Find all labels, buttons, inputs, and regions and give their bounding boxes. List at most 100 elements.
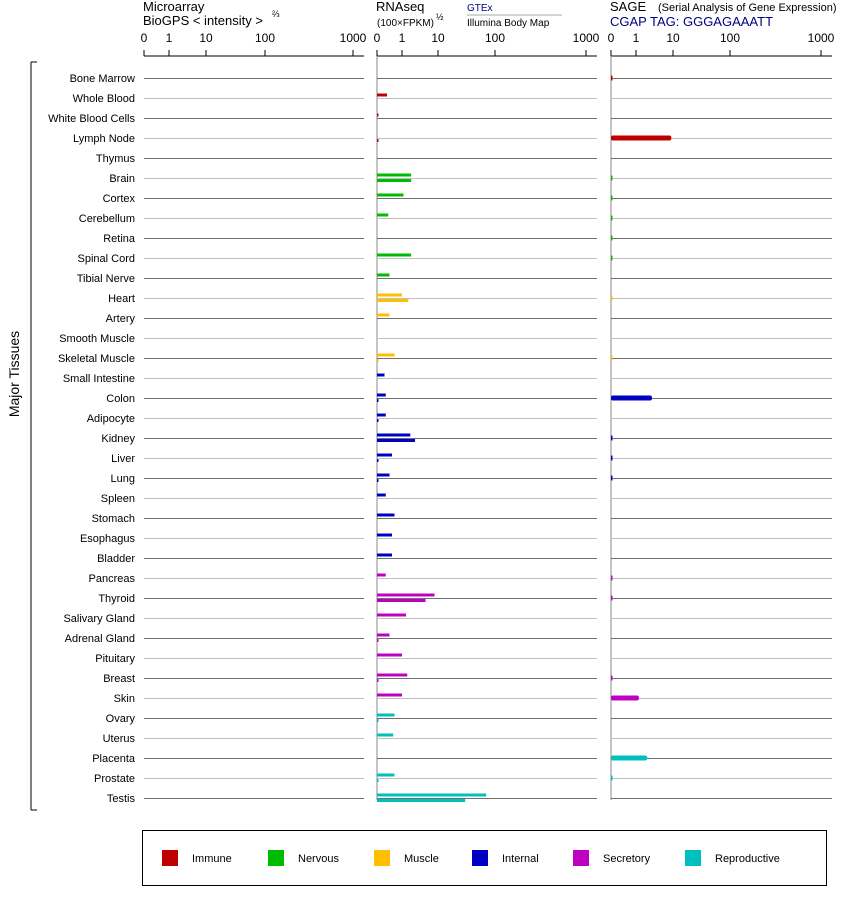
tissue-label: Bone Marrow [70, 73, 135, 85]
legend-swatch-secretory [573, 850, 589, 866]
bar-rnaseq-ibm [377, 719, 379, 722]
bar-rnaseq-gtex [377, 193, 404, 197]
bar-rnaseq-ibm [377, 419, 379, 422]
tissue-label: Thyroid [98, 593, 135, 605]
tissue-label: Prostate [94, 773, 135, 785]
bar-sage [611, 175, 613, 181]
bar-sage [611, 215, 613, 221]
tissue-label: Cerebellum [79, 213, 135, 225]
bar-rnaseq-gtex [377, 393, 386, 397]
tissue-label: Skeletal Muscle [58, 353, 135, 365]
x-tick-label: 1 [633, 31, 640, 45]
bar-rnaseq-ibm [377, 439, 416, 442]
tissue-label: Heart [108, 293, 135, 305]
bar-rnaseq-gtex [377, 693, 402, 697]
side-label: Major Tissues [6, 331, 22, 417]
tissue-label: Smooth Muscle [59, 333, 135, 345]
bar-rnaseq-gtex [377, 573, 386, 577]
bar-rnaseq-gtex [377, 613, 407, 617]
tissue-label: Pituitary [95, 653, 135, 665]
tissue-label: Placenta [92, 753, 136, 765]
panel-grid [144, 78, 832, 799]
bar-sage [611, 575, 613, 581]
bar-rnaseq-gtex [377, 793, 487, 797]
x-tick-label: 100 [485, 31, 505, 45]
panel-title: RNAseq [376, 0, 424, 14]
tissue-label: Skin [114, 693, 135, 705]
panel-subtitle-sup: ⅔ [272, 9, 280, 19]
panel-subtitle: BioGPS < intensity > [143, 13, 263, 28]
bar-rnaseq-gtex [377, 593, 435, 597]
bar-rnaseq-gtex [377, 533, 392, 537]
panel-title: Microarray [143, 0, 205, 14]
tissue-label: White Blood Cells [48, 113, 135, 125]
bar-rnaseq-ibm [377, 779, 379, 782]
bar-rnaseq-gtex [377, 433, 411, 437]
bar-sage [611, 355, 613, 361]
bar-sage [611, 775, 613, 781]
bar-rnaseq-gtex [377, 413, 386, 417]
x-tick-label: 0 [374, 31, 381, 45]
bar-rnaseq-ibm [377, 179, 412, 182]
legend-label-reproductive: Reproductive [715, 853, 780, 865]
bar-rnaseq-ibm [377, 299, 409, 302]
panel-subtitle: (100×FPKM) [377, 18, 434, 29]
x-tick-label: 10 [431, 31, 445, 45]
tissue-label: Liver [111, 453, 135, 465]
legend-swatch-reproductive [685, 850, 701, 866]
x-tick-label: 0 [608, 31, 615, 45]
tissue-label: Brain [109, 173, 135, 185]
bar-rnaseq-gtex [377, 453, 392, 457]
side-bracket: Major Tissues [6, 61, 37, 811]
bar-rnaseq-gtex [377, 113, 379, 117]
x-tick-label: 1000 [573, 31, 600, 45]
bar-sage [611, 595, 613, 601]
bar-rnaseq-ibm [377, 139, 379, 142]
bar-rnaseq-gtex [377, 213, 389, 217]
legend-swatch-immune [162, 850, 178, 866]
bar-rnaseq-gtex [377, 93, 387, 97]
panel-header-sage: SAGE (Serial Analysis of Gene Expression)… [608, 0, 837, 800]
bar-sage [611, 295, 613, 301]
tissue-label: Whole Blood [73, 93, 135, 105]
bar-sage [611, 135, 672, 141]
x-tick-label: 1 [166, 31, 173, 45]
bar-rnaseq-gtex [377, 373, 385, 377]
bar-sage [611, 435, 613, 441]
x-tick-label: 100 [720, 31, 740, 45]
bar-rnaseq-ibm [377, 599, 426, 602]
expression-bars [377, 75, 672, 802]
legend-box [142, 830, 827, 886]
bar-rnaseq-ibm [377, 479, 379, 482]
legend-label-immune: Immune [192, 853, 232, 865]
x-tick-label: 10 [199, 31, 213, 45]
bar-sage [611, 255, 613, 261]
legend-swatch-internal [472, 850, 488, 866]
tissue-label: Spinal Cord [78, 253, 135, 265]
legend-swatch-nervous [268, 850, 284, 866]
x-tick-label: 100 [255, 31, 275, 45]
tissue-label: Ovary [106, 713, 136, 725]
tissue-label: Colon [106, 393, 135, 405]
legend-label-secretory: Secretory [603, 853, 651, 865]
bar-rnaseq-gtex [377, 713, 395, 717]
tissue-label: Spleen [101, 493, 135, 505]
tissue-label: Adrenal Gland [65, 633, 135, 645]
panel-title-note: (Serial Analysis of Gene Expression) [658, 2, 837, 14]
bar-rnaseq-gtex [377, 353, 395, 357]
x-tick-label: 1000 [340, 31, 367, 45]
bar-rnaseq-ibm [377, 359, 379, 362]
bar-rnaseq-gtex [377, 473, 390, 477]
tissue-labels: Bone Marrow Whole Blood White Blood Cells L… [48, 73, 136, 805]
bar-rnaseq-gtex [377, 773, 395, 777]
bar-rnaseq-ibm [377, 459, 379, 462]
tissue-label: Thymus [96, 153, 136, 165]
tissue-label: Uterus [103, 733, 136, 745]
tissue-label: Kidney [101, 433, 135, 445]
tissue-label: Lung [111, 473, 135, 485]
bar-sage [611, 75, 613, 81]
tissue-label: Testis [107, 793, 136, 805]
panel-subtitle-sup: ½ [436, 12, 444, 22]
bar-sage [611, 455, 613, 461]
